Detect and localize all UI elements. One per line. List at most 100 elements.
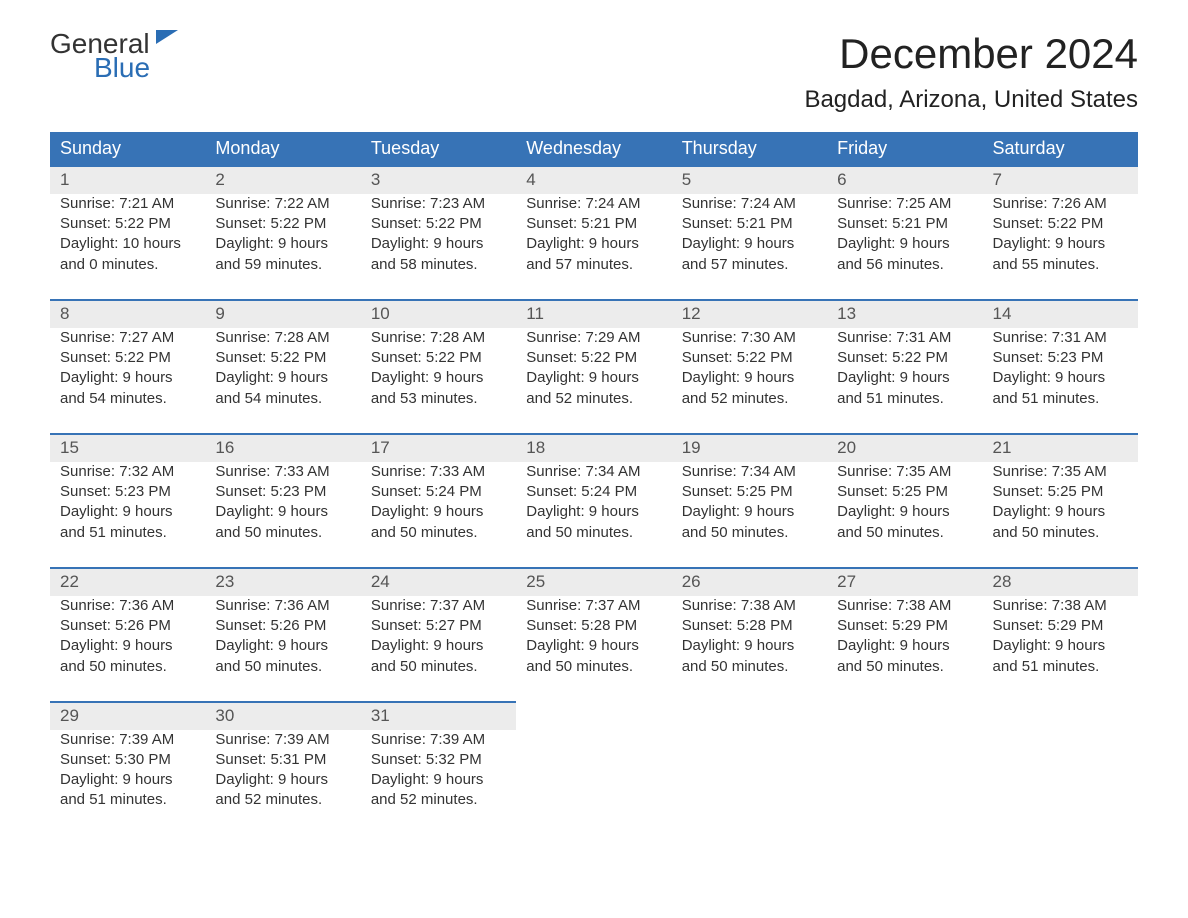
- daylight-line: Daylight: 9 hours: [526, 234, 661, 254]
- weekday-header: Thursday: [672, 132, 827, 166]
- daylight-line2: and 57 minutes.: [526, 255, 661, 275]
- sunset-line: Sunset: 5:23 PM: [60, 482, 195, 502]
- daylight-line2: and 0 minutes.: [60, 255, 195, 275]
- daylight-line: Daylight: 9 hours: [215, 636, 350, 656]
- daylight-line2: and 50 minutes.: [215, 523, 350, 543]
- day-number: 8: [50, 300, 205, 328]
- daylight-line2: and 54 minutes.: [60, 389, 195, 409]
- day-number: 18: [516, 434, 671, 462]
- weekday-header: Friday: [827, 132, 982, 166]
- day-cell: Sunrise: 7:31 AMSunset: 5:22 PMDaylight:…: [827, 328, 982, 434]
- day-cell: Sunrise: 7:37 AMSunset: 5:27 PMDaylight:…: [361, 596, 516, 702]
- daylight-line2: and 57 minutes.: [682, 255, 817, 275]
- sunrise-line: Sunrise: 7:38 AM: [837, 596, 972, 616]
- day-cell: Sunrise: 7:27 AMSunset: 5:22 PMDaylight:…: [50, 328, 205, 434]
- day-cell: Sunrise: 7:36 AMSunset: 5:26 PMDaylight:…: [50, 596, 205, 702]
- daylight-line2: and 50 minutes.: [993, 523, 1128, 543]
- logo-text-blue: Blue: [94, 54, 178, 82]
- day-number: 10: [361, 300, 516, 328]
- sunset-line: Sunset: 5:28 PM: [526, 616, 661, 636]
- sunset-line: Sunset: 5:28 PM: [682, 616, 817, 636]
- calendar-body: 1234567Sunrise: 7:21 AMSunset: 5:22 PMDa…: [50, 166, 1138, 835]
- sunrise-line: Sunrise: 7:39 AM: [60, 730, 195, 750]
- header: General Blue December 2024 Bagdad, Arizo…: [50, 30, 1138, 132]
- day-cell: Sunrise: 7:35 AMSunset: 5:25 PMDaylight:…: [983, 462, 1138, 568]
- sunrise-line: Sunrise: 7:36 AM: [60, 596, 195, 616]
- calendar-table: SundayMondayTuesdayWednesdayThursdayFrid…: [50, 132, 1138, 835]
- daylight-line2: and 50 minutes.: [215, 657, 350, 677]
- daylight-line: Daylight: 9 hours: [60, 636, 195, 656]
- daylight-line2: and 50 minutes.: [682, 523, 817, 543]
- daylight-line: Daylight: 9 hours: [837, 368, 972, 388]
- sunset-line: Sunset: 5:22 PM: [993, 214, 1128, 234]
- day-cell: Sunrise: 7:38 AMSunset: 5:28 PMDaylight:…: [672, 596, 827, 702]
- day-number: 21: [983, 434, 1138, 462]
- sunset-line: Sunset: 5:24 PM: [526, 482, 661, 502]
- flag-icon: [156, 30, 178, 48]
- sunset-line: Sunset: 5:30 PM: [60, 750, 195, 770]
- sunrise-line: Sunrise: 7:39 AM: [215, 730, 350, 750]
- daylight-line: Daylight: 9 hours: [682, 234, 817, 254]
- day-number: 12: [672, 300, 827, 328]
- sunrise-line: Sunrise: 7:39 AM: [371, 730, 506, 750]
- daylight-line: Daylight: 9 hours: [371, 502, 506, 522]
- daylight-line: Daylight: 10 hours: [60, 234, 195, 254]
- day-cell: Sunrise: 7:29 AMSunset: 5:22 PMDaylight:…: [516, 328, 671, 434]
- daylight-line: Daylight: 9 hours: [526, 502, 661, 522]
- sunrise-line: Sunrise: 7:24 AM: [682, 194, 817, 214]
- sunset-line: Sunset: 5:21 PM: [682, 214, 817, 234]
- sunrise-line: Sunrise: 7:28 AM: [371, 328, 506, 348]
- sunset-line: Sunset: 5:23 PM: [215, 482, 350, 502]
- day-number: 14: [983, 300, 1138, 328]
- daylight-line2: and 51 minutes.: [60, 523, 195, 543]
- sunrise-line: Sunrise: 7:31 AM: [837, 328, 972, 348]
- day-number: 20: [827, 434, 982, 462]
- daylight-line: Daylight: 9 hours: [215, 368, 350, 388]
- day-cell: Sunrise: 7:33 AMSunset: 5:24 PMDaylight:…: [361, 462, 516, 568]
- sunrise-line: Sunrise: 7:28 AM: [215, 328, 350, 348]
- sunrise-line: Sunrise: 7:26 AM: [993, 194, 1128, 214]
- daylight-line: Daylight: 9 hours: [371, 234, 506, 254]
- daylight-line: Daylight: 9 hours: [371, 636, 506, 656]
- day-cell: Sunrise: 7:30 AMSunset: 5:22 PMDaylight:…: [672, 328, 827, 434]
- sunset-line: Sunset: 5:22 PM: [215, 214, 350, 234]
- sunrise-line: Sunrise: 7:36 AM: [215, 596, 350, 616]
- daylight-line: Daylight: 9 hours: [215, 502, 350, 522]
- daylight-line: Daylight: 9 hours: [993, 368, 1128, 388]
- day-cell: Sunrise: 7:39 AMSunset: 5:31 PMDaylight:…: [205, 730, 360, 835]
- daylight-line: Daylight: 9 hours: [60, 502, 195, 522]
- logo: General Blue: [50, 30, 178, 82]
- sunrise-line: Sunrise: 7:33 AM: [371, 462, 506, 482]
- weekday-header: Sunday: [50, 132, 205, 166]
- day-number: 15: [50, 434, 205, 462]
- sunset-line: Sunset: 5:22 PM: [526, 348, 661, 368]
- day-cell: Sunrise: 7:21 AMSunset: 5:22 PMDaylight:…: [50, 194, 205, 300]
- daylight-line2: and 51 minutes.: [837, 389, 972, 409]
- sunrise-line: Sunrise: 7:33 AM: [215, 462, 350, 482]
- daylight-line: Daylight: 9 hours: [60, 368, 195, 388]
- sunset-line: Sunset: 5:22 PM: [60, 214, 195, 234]
- day-number: 24: [361, 568, 516, 596]
- daylight-line2: and 50 minutes.: [526, 657, 661, 677]
- day-number: 17: [361, 434, 516, 462]
- day-number: 9: [205, 300, 360, 328]
- day-cell: Sunrise: 7:22 AMSunset: 5:22 PMDaylight:…: [205, 194, 360, 300]
- sunset-line: Sunset: 5:24 PM: [371, 482, 506, 502]
- daylight-line2: and 52 minutes.: [526, 389, 661, 409]
- sunset-line: Sunset: 5:32 PM: [371, 750, 506, 770]
- sunrise-line: Sunrise: 7:25 AM: [837, 194, 972, 214]
- sunset-line: Sunset: 5:23 PM: [993, 348, 1128, 368]
- sunset-line: Sunset: 5:22 PM: [215, 348, 350, 368]
- day-cell: Sunrise: 7:39 AMSunset: 5:32 PMDaylight:…: [361, 730, 516, 835]
- sunset-line: Sunset: 5:26 PM: [215, 616, 350, 636]
- sunrise-line: Sunrise: 7:35 AM: [837, 462, 972, 482]
- location: Bagdad, Arizona, United States: [804, 86, 1138, 114]
- day-number: 4: [516, 166, 671, 194]
- sunrise-line: Sunrise: 7:34 AM: [682, 462, 817, 482]
- sunset-line: Sunset: 5:22 PM: [371, 348, 506, 368]
- sunrise-line: Sunrise: 7:37 AM: [526, 596, 661, 616]
- sunrise-line: Sunrise: 7:34 AM: [526, 462, 661, 482]
- day-number: 23: [205, 568, 360, 596]
- sunset-line: Sunset: 5:21 PM: [526, 214, 661, 234]
- daylight-line2: and 50 minutes.: [837, 657, 972, 677]
